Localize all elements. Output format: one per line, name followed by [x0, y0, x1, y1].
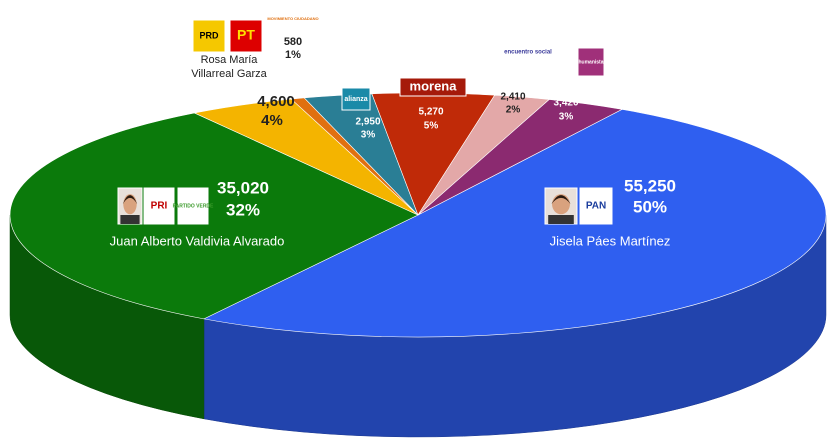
value-label: 3,420	[553, 98, 578, 109]
party-logo-text: PT	[237, 27, 255, 43]
value-label: 2,950	[355, 117, 380, 128]
value-label: 35,020	[217, 178, 269, 197]
chart: 55,250 50% Jisela Páes Martínez PAN 35,020 32…	[0, 0, 830, 445]
party-logo-text: PRD	[199, 30, 219, 40]
value-label: 2,410	[500, 92, 525, 103]
party-logo-text: alianza	[344, 96, 367, 103]
photo-body	[120, 215, 139, 224]
percent-label: 32%	[226, 200, 260, 219]
party-logo-text: PAN	[586, 201, 606, 212]
value-label: 5,270	[418, 107, 443, 118]
party-logo-text: encuentro social	[504, 50, 552, 56]
photo-body	[548, 215, 574, 224]
percent-label: 1%	[285, 49, 301, 61]
percent-label: 4%	[261, 112, 283, 129]
percent-label: 5%	[424, 121, 439, 132]
percent-label: 3%	[559, 112, 574, 123]
value-label: 580	[284, 36, 302, 48]
candidate-name: Villarreal Garza	[191, 68, 267, 80]
party-logo-text: humanista	[578, 59, 603, 65]
candidate-name: Jisela Páes Martínez	[550, 233, 671, 248]
candidate-name: Rosa María	[201, 54, 259, 66]
party-logo-text: morena	[410, 78, 458, 93]
party-logo-text: MOVIMIENTO CIUDADANO	[267, 16, 318, 21]
percent-label: 2%	[506, 105, 521, 116]
party-logo-text: PRI	[151, 201, 168, 212]
candidate-name: Juan Alberto Valdivia Alvarado	[110, 233, 285, 248]
percent-label: 3%	[361, 130, 376, 141]
party-logo-text: PARTIDO VERDE	[173, 203, 214, 209]
value-label: 55,250	[624, 176, 676, 195]
value-label: 4,600	[257, 93, 295, 110]
percent-label: 50%	[633, 197, 667, 216]
